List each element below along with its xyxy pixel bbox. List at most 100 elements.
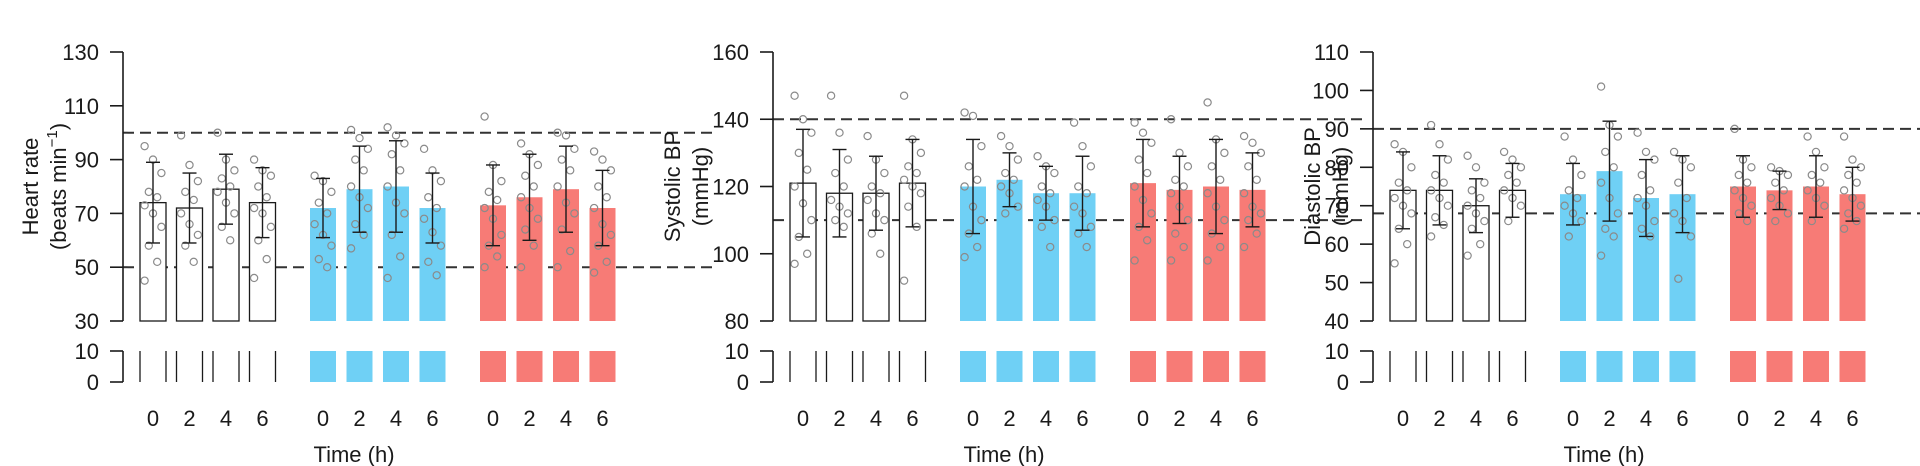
data-point [1766,163,1776,172]
x-tick-label: 2 [1603,406,1615,431]
data-point [1033,152,1042,161]
bar-stub [553,351,579,382]
data-point [807,215,816,225]
data-point [1248,138,1257,147]
bar-stub [1730,351,1756,382]
bar-red-2 [1766,190,1793,321]
data-point [1078,141,1087,151]
bar-stub [383,351,409,382]
data-point [968,111,978,121]
bar-stub [419,351,446,382]
data-point [880,168,889,178]
x-axis-title: Time (h) [1563,442,1644,466]
data-point [1499,186,1509,195]
data-point [973,175,982,184]
data-point [213,187,222,197]
data-point [1134,155,1144,164]
data-point [790,259,799,269]
data-point [1852,178,1861,187]
x-tick-label: 2 [1433,406,1445,431]
data-point [1147,209,1156,218]
data-point [359,166,368,175]
data-point [529,182,538,191]
data-point [1480,216,1489,226]
data-point [1244,162,1253,171]
data-point [1475,239,1485,249]
data-point [157,168,166,178]
data-point [594,182,603,191]
x-tick-label: 4 [390,406,402,431]
data-point [1005,141,1014,151]
data-point [1730,124,1739,134]
break-tick-label: 0 [1337,370,1349,395]
data-point [1609,232,1618,241]
data-point [249,203,259,213]
data-point [217,174,226,183]
data-point [314,254,323,264]
data-point [1783,170,1793,180]
data-point [1130,182,1139,191]
bar-control-0 [789,182,817,322]
x-tick-label: 2 [1773,406,1785,431]
data-point [589,203,599,213]
data-point [1783,209,1793,218]
data-point [1069,118,1079,127]
data-point [964,162,974,171]
bar-stub [996,351,1023,382]
data-point [383,123,392,132]
data-point [193,230,203,240]
y-tick-label: 90 [75,148,99,173]
data-point [1508,155,1517,164]
y-tick-label: 90 [1325,117,1349,142]
data-point [1742,178,1752,187]
data-point [1033,195,1042,205]
data-point [1568,155,1578,164]
data-point [1596,251,1606,260]
data-point [1766,193,1776,203]
y-tick-label: 80 [725,309,749,334]
data-point [1171,175,1180,184]
y-tick-label: 110 [1314,40,1349,65]
data-point [480,112,489,121]
data-point [867,182,877,191]
data-point [899,276,909,285]
data-point [1074,182,1083,191]
data-point [1471,163,1481,172]
bar-stub [1033,351,1059,382]
data-point [1669,147,1679,157]
data-point [157,222,166,232]
data-point [516,193,526,202]
data-point [1431,170,1440,180]
data-point [1686,232,1696,241]
y-axis-title-line2: (mmHg) [688,147,713,226]
data-point [1037,222,1047,232]
data-point [960,182,969,191]
data-point [570,209,579,218]
data-point [790,182,799,191]
data-point [1463,251,1472,260]
y-tick-label: 50 [75,255,99,280]
data-point [904,162,913,171]
data-point [1669,209,1679,218]
data-point [1426,232,1436,241]
data-point [1516,201,1526,210]
data-point [262,254,271,264]
data-point [1407,209,1416,218]
data-point [424,257,433,267]
bar-stub [1203,351,1229,382]
data-point [1252,175,1261,184]
data-point [996,131,1006,141]
data-point [1596,82,1606,91]
data-point [843,155,853,164]
data-point [876,249,885,258]
data-point [1844,170,1853,180]
data-point [899,91,909,100]
data-point [835,128,844,137]
data-point [387,150,396,159]
y-tick-label: 100 [1312,78,1349,103]
data-point [363,144,373,154]
data-point [794,148,804,158]
x-axis-title: Time (h) [313,442,394,466]
data-point [152,257,162,267]
